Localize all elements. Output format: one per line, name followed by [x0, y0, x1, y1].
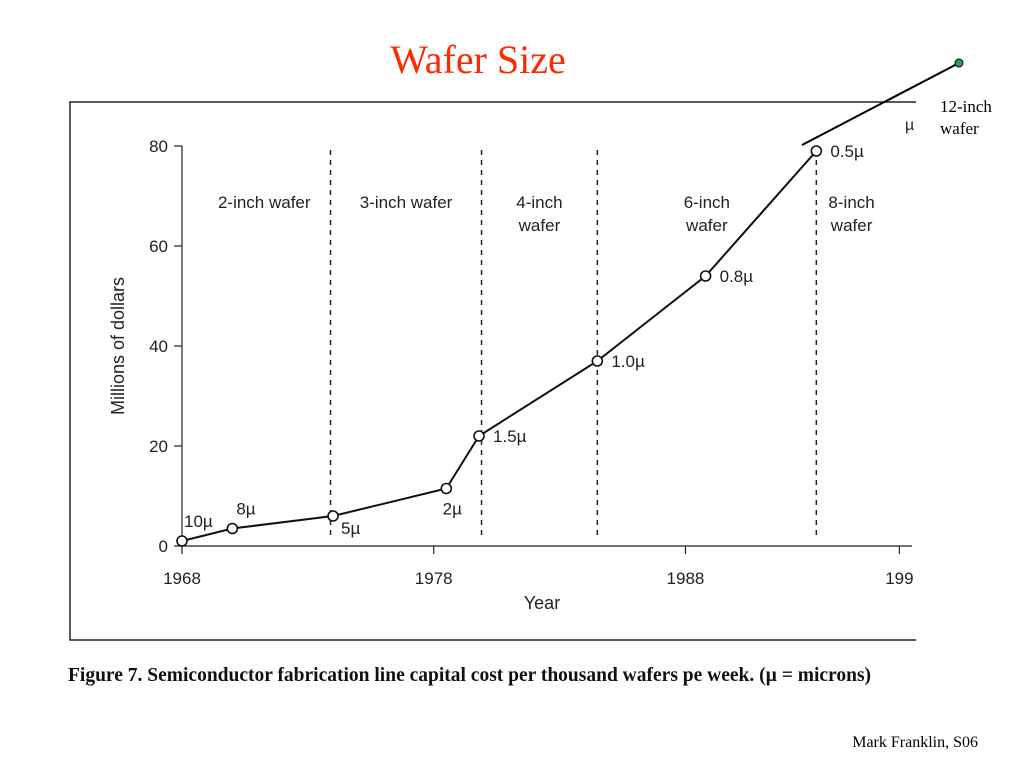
cost-series [176, 145, 823, 547]
wafer-region-labels: 2-inch wafer 3-inch wafer 4-inch wafer 6-inc… [218, 193, 875, 235]
wafer-region-label: 6-inch [684, 193, 730, 212]
data-point [176, 535, 188, 547]
x-tick-label: 1968 [163, 569, 201, 588]
point-label: 0.8µ [720, 267, 754, 286]
data-point [473, 430, 485, 442]
figure-frame-right-mask [916, 96, 928, 656]
caption-text: Semiconductor fabrication line capital c… [147, 665, 872, 686]
point-label: 1.0µ [611, 352, 645, 371]
figure-label: Figure 7. [68, 665, 143, 686]
wafer-region-label: 8-inch [828, 193, 874, 212]
footer-credit: Mark Franklin, S06 [852, 734, 978, 751]
cost-line [181, 150, 818, 542]
y-tick-label: 60 [149, 237, 168, 256]
point-label: 2µ [443, 500, 462, 519]
figure-caption: Figure 7. Semiconductor fabrication line… [68, 662, 928, 689]
twelve-inch-annotation: 12-inch wafer [940, 96, 992, 140]
data-point [226, 522, 239, 535]
wafer-region-label: wafer [518, 216, 561, 235]
point-label: 8µ [236, 500, 255, 519]
data-point [440, 482, 453, 495]
point-label: 5µ [341, 519, 360, 538]
data-point [591, 355, 604, 367]
wafer-region-label: wafer [685, 216, 728, 235]
point-labels: 10µ 8µ 5µ 2µ 1.5µ 1.0µ 0.8µ 0.5µ [184, 142, 864, 538]
wafer-boundaries [329, 150, 818, 540]
twelve-inch-pointer-line [801, 62, 960, 146]
clipped-unit-glyph: µ [905, 117, 914, 134]
y-tick-label: 20 [149, 437, 168, 456]
x-tick-label: 199 [885, 569, 913, 588]
data-point [810, 145, 823, 157]
data-point [699, 270, 712, 282]
twelve-inch-line2: wafer [940, 119, 979, 138]
y-tick-label: 40 [149, 337, 168, 356]
wafer-region-label: wafer [830, 216, 873, 235]
figure-frame [69, 101, 921, 641]
x-tick-label: 1988 [667, 569, 705, 588]
y-axis-title: Millions of dollars [108, 277, 128, 415]
slide-title: Wafer Size [390, 37, 566, 82]
x-ticks: 1968 1978 1988 199 [163, 546, 914, 588]
twelve-inch-line1: 12-inch [940, 97, 992, 116]
y-ticks: 0 20 40 60 80 [149, 137, 182, 556]
point-label: 1.5µ [493, 427, 527, 446]
wafer-region-label: 4-inch [516, 193, 562, 212]
x-axis-title: Year [524, 593, 560, 613]
twelve-inch-marker [954, 58, 964, 68]
wafer-region-label: 3-inch wafer [360, 193, 453, 212]
y-tick-label: 0 [159, 537, 168, 556]
point-label: 10µ [184, 512, 213, 531]
y-tick-label: 80 [149, 137, 168, 156]
x-tick-label: 1978 [415, 569, 453, 588]
point-label: 0.5µ [830, 142, 864, 161]
data-point [327, 510, 339, 522]
wafer-region-label: 2-inch wafer [218, 193, 311, 212]
